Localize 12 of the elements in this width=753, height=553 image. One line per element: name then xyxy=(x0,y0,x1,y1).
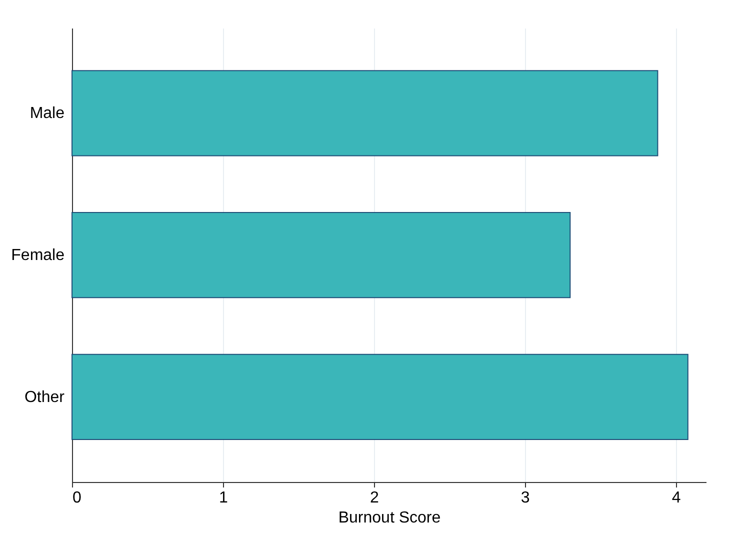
x-tick-label: 4 xyxy=(672,490,681,506)
x-tick-label: 2 xyxy=(370,490,379,506)
x-tick-label: 3 xyxy=(520,490,530,506)
x-tick-label: 1 xyxy=(219,490,228,506)
y-tick-label: Other xyxy=(24,388,66,406)
bar xyxy=(72,212,571,298)
y-tick-label: Male xyxy=(30,105,65,122)
y-tick-label: Female xyxy=(11,247,65,264)
bar xyxy=(72,70,658,156)
x-axis-title: Burnout Score xyxy=(338,510,441,526)
bar xyxy=(72,354,688,440)
x-tick-label: 0 xyxy=(72,490,82,506)
